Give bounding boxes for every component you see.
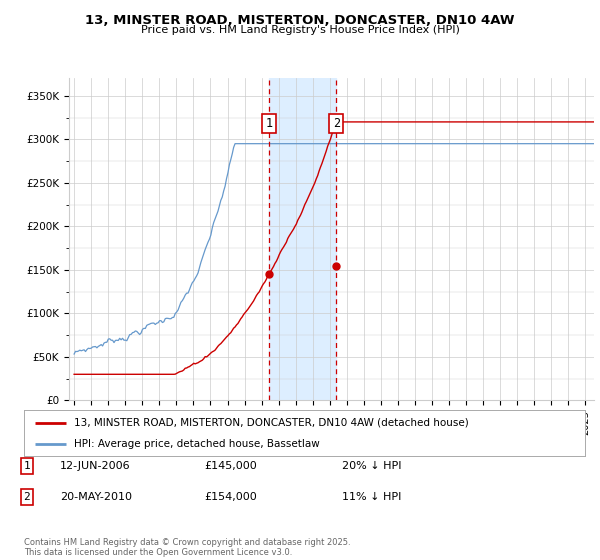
Text: 13, MINSTER ROAD, MISTERTON, DONCASTER, DN10 4AW: 13, MINSTER ROAD, MISTERTON, DONCASTER, … xyxy=(85,14,515,27)
Text: 2: 2 xyxy=(23,492,31,502)
Text: 1: 1 xyxy=(23,461,31,471)
Bar xyxy=(269,78,336,400)
Text: Contains HM Land Registry data © Crown copyright and database right 2025.
This d: Contains HM Land Registry data © Crown c… xyxy=(24,538,350,557)
Text: 20-MAY-2010: 20-MAY-2010 xyxy=(60,492,132,502)
Text: HPI: Average price, detached house, Bassetlaw: HPI: Average price, detached house, Bass… xyxy=(74,439,320,449)
Text: 2: 2 xyxy=(333,117,340,130)
Text: Price paid vs. HM Land Registry's House Price Index (HPI): Price paid vs. HM Land Registry's House … xyxy=(140,25,460,35)
Text: 1: 1 xyxy=(266,117,272,130)
Text: 12-JUN-2006: 12-JUN-2006 xyxy=(60,461,131,471)
Text: 13, MINSTER ROAD, MISTERTON, DONCASTER, DN10 4AW (detached house): 13, MINSTER ROAD, MISTERTON, DONCASTER, … xyxy=(74,418,469,428)
Text: 20% ↓ HPI: 20% ↓ HPI xyxy=(342,461,401,471)
Text: £145,000: £145,000 xyxy=(204,461,257,471)
Text: £154,000: £154,000 xyxy=(204,492,257,502)
Text: 11% ↓ HPI: 11% ↓ HPI xyxy=(342,492,401,502)
